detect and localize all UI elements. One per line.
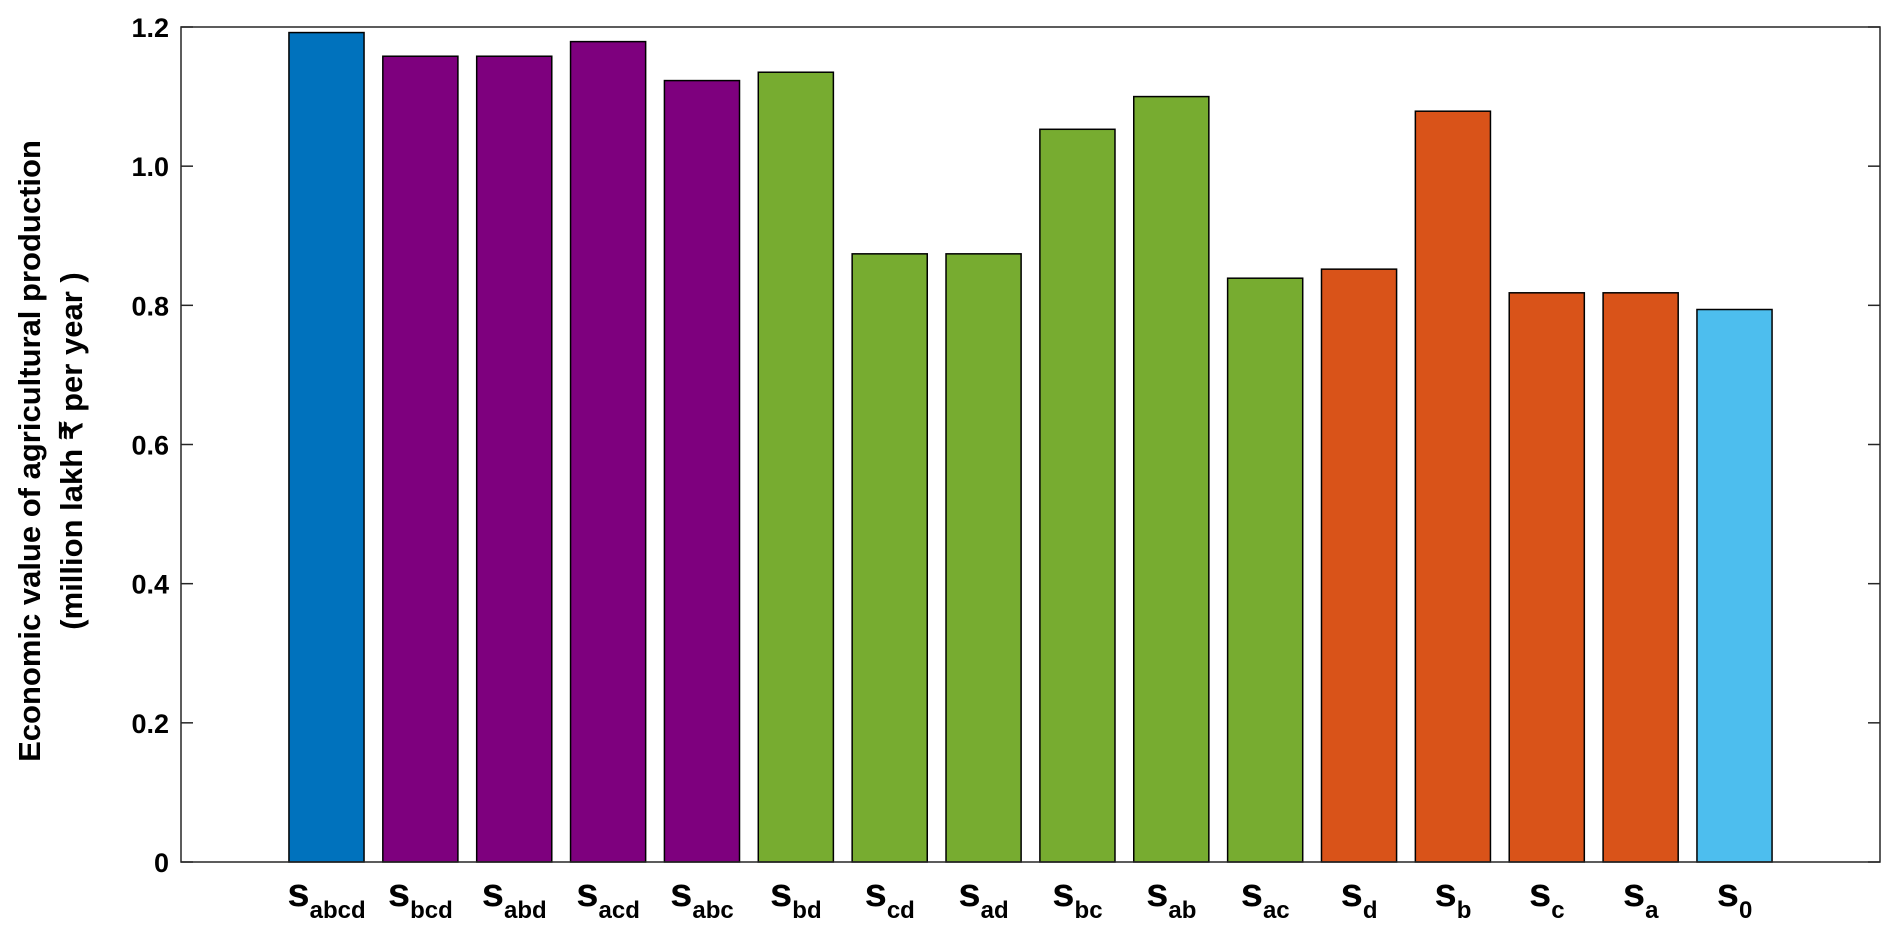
y-ticks: 0 0.2 0.4 0.6 0.8 1.0 1.2 bbox=[131, 13, 1880, 878]
x-tick-label-subscript: bcd bbox=[410, 897, 453, 924]
x-tick-label: sad bbox=[958, 871, 1008, 924]
x-tick-label-subscript: abcd bbox=[310, 897, 366, 924]
x-tick-label-main: s bbox=[482, 871, 504, 915]
plot-area-border bbox=[180, 26, 1881, 863]
x-tick-label: sac bbox=[1241, 871, 1290, 924]
bar-s-bd bbox=[757, 71, 835, 863]
x-tick-label-subscript: d bbox=[1363, 897, 1378, 924]
x-tick-label: scd bbox=[865, 871, 915, 924]
x-tick-label-subscript: 0 bbox=[1739, 897, 1752, 924]
x-tick-label-main: s bbox=[1052, 871, 1074, 915]
y-axis-label: Economic value of agricultural productio… bbox=[12, 140, 89, 762]
bar-s-0 bbox=[1696, 308, 1773, 863]
y-axis-label-line-1: Economic value of agricultural productio… bbox=[12, 140, 47, 762]
x-tick-label-main: s bbox=[1623, 871, 1645, 915]
bar-s-c bbox=[1508, 292, 1586, 863]
x-tick-label: s0 bbox=[1717, 871, 1753, 924]
x-tick-label-subscript: abd bbox=[504, 897, 547, 924]
x-tick-label-subscript: b bbox=[1457, 897, 1472, 924]
y-tick-label: 0.4 bbox=[131, 570, 169, 600]
bar-s-a bbox=[1602, 292, 1679, 863]
bar-s-abcd bbox=[288, 31, 365, 863]
x-tick-label-main: s bbox=[1434, 871, 1456, 915]
x-tick-label-subscript: a bbox=[1645, 897, 1659, 924]
x-tick-label: sd bbox=[1341, 871, 1378, 924]
bar-s-abd bbox=[475, 55, 553, 863]
x-tick-label-subscript: cd bbox=[887, 897, 915, 924]
bar-s-ab bbox=[1133, 95, 1210, 863]
x-tick-label-subscript: bc bbox=[1075, 897, 1103, 924]
bar-s-b bbox=[1414, 110, 1492, 863]
x-tick-label-main: s bbox=[576, 871, 598, 915]
x-tick-label: sab bbox=[1146, 871, 1196, 924]
x-tick-label: sabc bbox=[670, 871, 734, 924]
y-tick-label: 1.0 bbox=[131, 152, 169, 182]
x-tick-label-main: s bbox=[1241, 871, 1263, 915]
y-tick-label: 0.2 bbox=[131, 709, 169, 739]
x-tick-label-main: s bbox=[388, 871, 410, 915]
bar-s-ad bbox=[945, 253, 1022, 863]
bar-s-bc bbox=[1039, 128, 1116, 863]
y-tick-label: 1.2 bbox=[131, 13, 169, 43]
x-tick-label-subscript: c bbox=[1551, 897, 1564, 924]
bar-s-abc bbox=[663, 79, 741, 863]
x-tick-label: sa bbox=[1623, 871, 1659, 924]
x-tick-label-main: s bbox=[958, 871, 980, 915]
x-tick-label: sabcd bbox=[287, 871, 365, 924]
bar-s-acd bbox=[569, 40, 647, 863]
x-tick-label: sc bbox=[1529, 871, 1565, 924]
x-tick-label-main: s bbox=[1341, 871, 1363, 915]
x-tick-label-subscript: acd bbox=[599, 897, 640, 924]
x-tick-label-main: s bbox=[865, 871, 887, 915]
y-axis-label-line-2: (million lakh ₹ per year ) bbox=[54, 272, 89, 629]
bars bbox=[288, 31, 1773, 863]
bar-s-cd bbox=[851, 253, 928, 863]
x-tick-label-main: s bbox=[287, 871, 309, 915]
bar-s-d bbox=[1320, 268, 1398, 863]
x-tick-label: sacd bbox=[576, 871, 640, 924]
x-tick-label-main: s bbox=[1717, 871, 1739, 915]
bar-s-bcd bbox=[382, 55, 459, 863]
x-tick-label-subscript: ac bbox=[1263, 897, 1290, 924]
x-tick-label: sb bbox=[1434, 871, 1471, 924]
y-tick-label: 0.6 bbox=[131, 431, 169, 461]
x-tick-label-main: s bbox=[1146, 871, 1168, 915]
x-tick-label-subscript: ab bbox=[1168, 897, 1196, 924]
x-tick-label-main: s bbox=[770, 871, 792, 915]
x-tick-label: sabd bbox=[482, 871, 547, 924]
x-tick-label: sbcd bbox=[388, 871, 453, 924]
bar-s-ac bbox=[1226, 277, 1304, 863]
x-tick-label-subscript: abc bbox=[692, 897, 733, 924]
y-tick-label: 0 bbox=[154, 848, 169, 878]
x-tick-label-main: s bbox=[670, 871, 692, 915]
x-tick-label: sbd bbox=[770, 871, 822, 924]
y-tick-label: 0.8 bbox=[131, 291, 169, 321]
x-tick-label-main: s bbox=[1529, 871, 1551, 915]
x-tick-label: sbc bbox=[1052, 871, 1102, 924]
x-tick-label-subscript: bd bbox=[792, 897, 821, 924]
x-tick-label-subscript: ad bbox=[981, 897, 1009, 924]
x-tick-labels: sabcd sbcd sabd sacd sabc sbd scd sad sbc sab sac s… bbox=[287, 871, 1752, 924]
